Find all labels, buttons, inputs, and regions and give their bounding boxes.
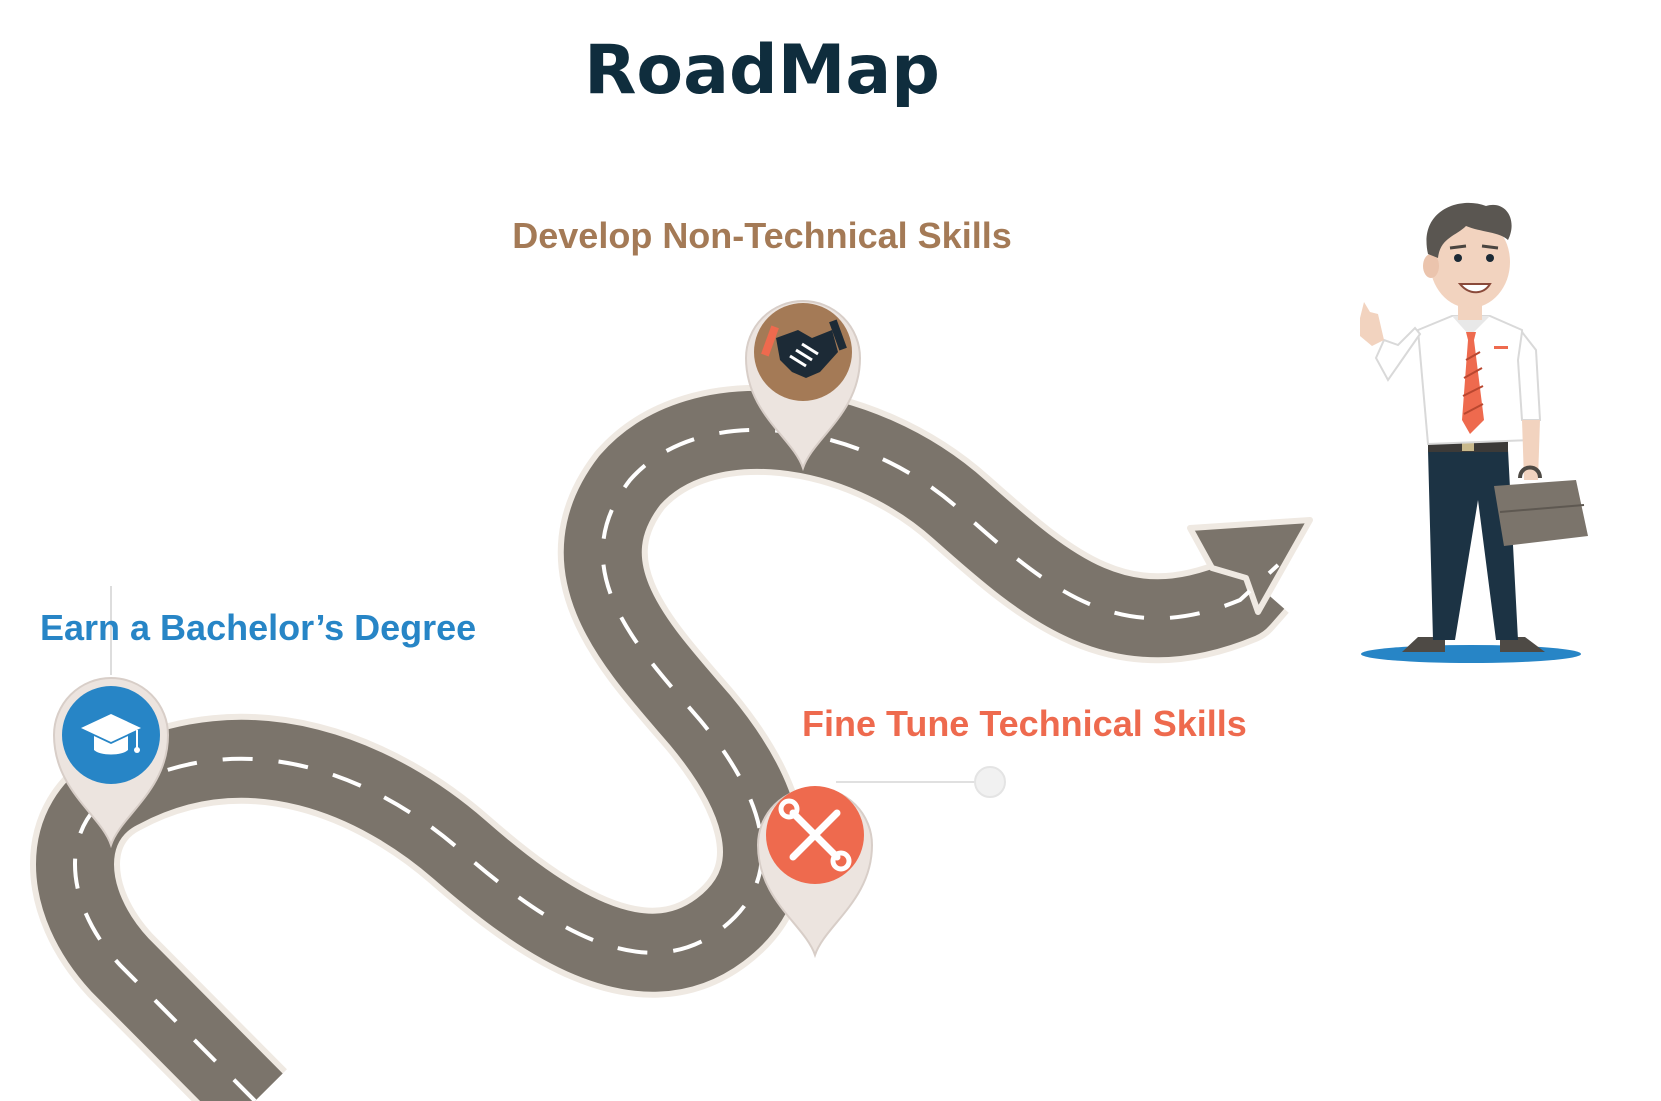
- ground-shadow: [1361, 645, 1581, 663]
- leader-dot: [974, 766, 1006, 798]
- winding-road: [30, 384, 1313, 1101]
- step-technical-skills: Fine Tune Technical Skills: [756, 703, 1247, 959]
- location-pin: [52, 677, 170, 849]
- step-bachelors-degree: Earn a Bachelor’s Degree: [40, 586, 476, 849]
- graduation-cap-icon: [81, 714, 141, 755]
- road-arrow-head: [1187, 517, 1313, 615]
- handshake-icon: [761, 319, 847, 378]
- wrench-screwdriver-icon: [778, 798, 852, 872]
- step-label-technical-skills: Fine Tune Technical Skills: [802, 703, 1247, 744]
- location-pin: [756, 786, 874, 959]
- page-title: RoadMap: [584, 31, 940, 110]
- location-pin: [744, 300, 862, 472]
- step-label-non-technical-skills: Develop Non-Technical Skills: [512, 215, 1011, 256]
- step-label-bachelors-degree: Earn a Bachelor’s Degree: [40, 607, 476, 648]
- step-non-technical-skills: Develop Non-Technical Skills: [512, 215, 1012, 472]
- businessman-illustration: [1360, 202, 1588, 663]
